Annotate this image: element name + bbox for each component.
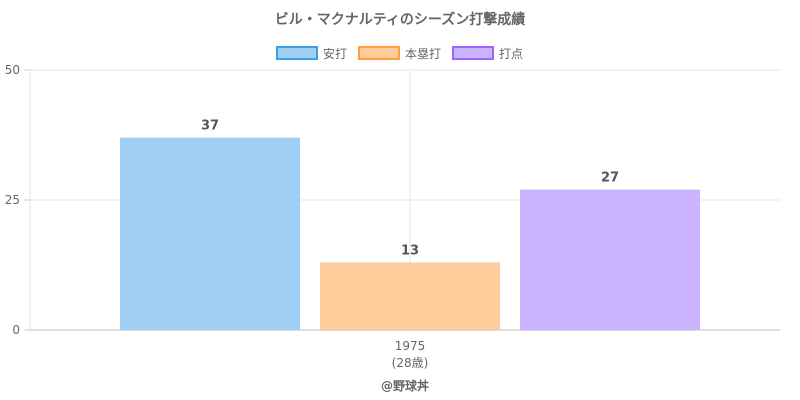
legend-label: 本塁打 — [405, 47, 441, 61]
legend: 安打 本塁打 打点 — [276, 46, 523, 61]
x-tick-sublabel: (28歳) — [392, 356, 429, 370]
legend-label: 安打 — [323, 46, 347, 61]
chart-title: ビル・マクナルティのシーズン打撃成績 — [275, 11, 525, 28]
data-label: 27 — [601, 171, 619, 186]
y-tick-label: 0 — [12, 323, 20, 337]
bar-1 — [120, 137, 300, 330]
data-labels: 37 13 27 — [201, 119, 619, 259]
y-tick-label: 25 — [5, 193, 20, 207]
data-label: 13 — [401, 243, 419, 258]
axes: 0 25 50 1975 (28歳) — [5, 63, 429, 370]
data-label: 37 — [201, 119, 219, 134]
bar-3 — [520, 189, 700, 330]
bar-2 — [320, 262, 500, 330]
legend-swatch — [276, 46, 318, 60]
x-tick-label: 1975 — [395, 339, 426, 353]
bars — [120, 137, 700, 330]
y-tick-label: 50 — [5, 63, 20, 77]
footer-credit: @野球丼 — [381, 378, 429, 393]
legend-swatch — [452, 46, 494, 60]
legend-label: 打点 — [499, 47, 523, 61]
legend-swatch — [358, 46, 400, 60]
